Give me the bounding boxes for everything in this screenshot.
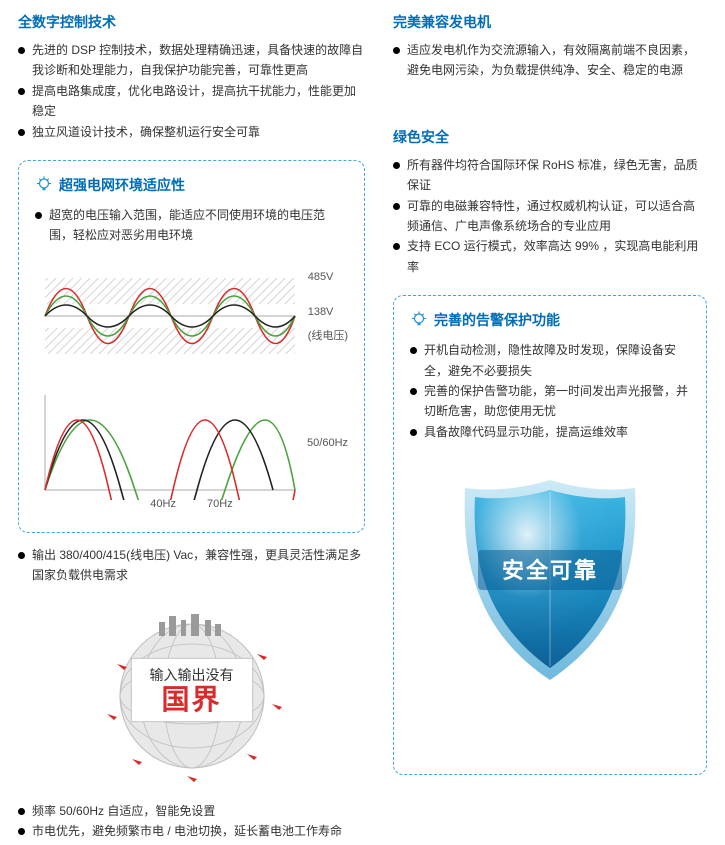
- callout-grid-adapt: 超强电网环境适应性 超宽的电压输入范围，能适应不同使用环境的电压范围，轻松应对恶…: [18, 160, 365, 533]
- sec-green-title: 绿色安全: [393, 127, 707, 147]
- label-138v: 138V: [308, 305, 348, 320]
- globe-illustration: 输入输出没有 国界: [18, 604, 365, 787]
- label-70hz: 70Hz: [207, 498, 233, 510]
- shield-illustration: 安全可靠: [410, 470, 690, 693]
- bullet: 输出 380/400/415(线电压) Vac，兼容性强，更具灵活性满足多国家负…: [18, 545, 365, 586]
- bullet: 完善的保护告警功能，第一时间发出声光报警，并切断危害，助您使用无忧: [410, 381, 690, 422]
- sec-generator-title: 完美兼容发电机: [393, 12, 707, 32]
- freq-right-label: 50/60Hz: [307, 436, 348, 451]
- voltage-chart-labels: 485V 138V (线电压): [308, 270, 348, 344]
- bullet: 独立风道设计技术，确保整机运行安全可靠: [18, 122, 365, 142]
- label-485v: 485V: [308, 270, 348, 285]
- globe-label: 输入输出没有 国界: [131, 658, 253, 722]
- frequency-chart: 50/60Hz 40Hz 70Hz: [35, 390, 348, 510]
- left-column: 全数字控制技术 先进的 DSP 控制技术，数据处理精确迅速，具备快速的故障自我诊…: [18, 12, 365, 833]
- callout-alarm-title: 完善的告警保护功能: [410, 310, 690, 330]
- globe-line1: 输入输出没有: [150, 667, 234, 684]
- freq-bottom-labels: 40Hz 70Hz: [35, 498, 348, 510]
- tail-bullets: 频率 50/60Hz 自适应，智能免设置 市电优先，避免频繁市电 / 电池切换，…: [18, 801, 365, 842]
- output-note: 输出 380/400/415(线电压) Vac，兼容性强，更具灵活性满足多国家负…: [18, 545, 365, 586]
- lightbulb-icon: [410, 311, 428, 329]
- bullet: 具备故障代码显示功能，提高运维效率: [410, 422, 690, 442]
- label-40hz: 40Hz: [150, 498, 176, 510]
- globe-line2: 国界: [150, 683, 234, 717]
- label-unit: (线电压): [308, 329, 348, 344]
- bullet: 支持 ECO 运行模式，效率高达 99% ，实现高电能利用率: [393, 236, 707, 277]
- right-column: 完美兼容发电机 适应发电机作为交流源输入，有效隔离前端不良因素，避免电网污染，为…: [393, 12, 707, 833]
- shield-svg: 安全可靠: [450, 470, 650, 690]
- callout-title-text: 超强电网环境适应性: [59, 175, 185, 195]
- callout-title: 超强电网环境适应性: [35, 175, 348, 195]
- sec-digital-title: 全数字控制技术: [18, 12, 365, 32]
- bullet: 开机自动检测，隐性故障及时发现，保障设备安全，避免不必要损失: [410, 340, 690, 381]
- bullet: 可靠的电磁兼容特性，通过权威机构认证，可以适合高频通信、广电声像系统场合的专业应…: [393, 196, 707, 237]
- bullet: 市电优先，避免频繁市电 / 电池切换，延长蓄电池工作寿命: [18, 821, 365, 841]
- sec-green-bullets: 所有器件均符合国际环保 RoHS 标准，绿色无害，品质保证 可靠的电磁兼容特性，…: [393, 155, 707, 277]
- callout-alarm-title-text: 完善的告警保护功能: [434, 310, 560, 330]
- voltage-chart: 485V 138V (线电压): [35, 256, 348, 376]
- callout-alarm-bullets: 开机自动检测，隐性故障及时发现，保障设备安全，避免不必要损失 完善的保护告警功能…: [410, 340, 690, 442]
- sec-digital-bullets: 先进的 DSP 控制技术，数据处理精确迅速，具备快速的故障自我诊断和处理能力，自…: [18, 40, 365, 142]
- bullet: 适应发电机作为交流源输入，有效隔离前端不良因素，避免电网污染，为负载提供纯净、安…: [393, 40, 707, 81]
- bullet: 先进的 DSP 控制技术，数据处理精确迅速，具备快速的故障自我诊断和处理能力，自…: [18, 40, 365, 81]
- label-5060hz: 50/60Hz: [307, 436, 348, 451]
- lightbulb-icon: [35, 176, 53, 194]
- bullet: 所有器件均符合国际环保 RoHS 标准，绿色无害，品质保证: [393, 155, 707, 196]
- frequency-chart-svg: [35, 390, 335, 500]
- bullet: 超宽的电压输入范围，能适应不同使用环境的电压范围，轻松应对恶劣用电环境: [35, 205, 348, 246]
- bullet: 频率 50/60Hz 自适应，智能免设置: [18, 801, 365, 821]
- voltage-chart-svg: [35, 256, 335, 376]
- callout-intro: 超宽的电压输入范围，能适应不同使用环境的电压范围，轻松应对恶劣用电环境: [35, 205, 348, 246]
- bullet: 提高电路集成度，优化电路设计，提高抗干扰能力，性能更加稳定: [18, 81, 365, 122]
- sec-generator-bullets: 适应发电机作为交流源输入，有效隔离前端不良因素，避免电网污染，为负载提供纯净、安…: [393, 40, 707, 81]
- callout-alarm: 完善的告警保护功能 开机自动检测，隐性故障及时发现，保障设备安全，避免不必要损失…: [393, 295, 707, 775]
- shield-text: 安全可靠: [502, 558, 598, 583]
